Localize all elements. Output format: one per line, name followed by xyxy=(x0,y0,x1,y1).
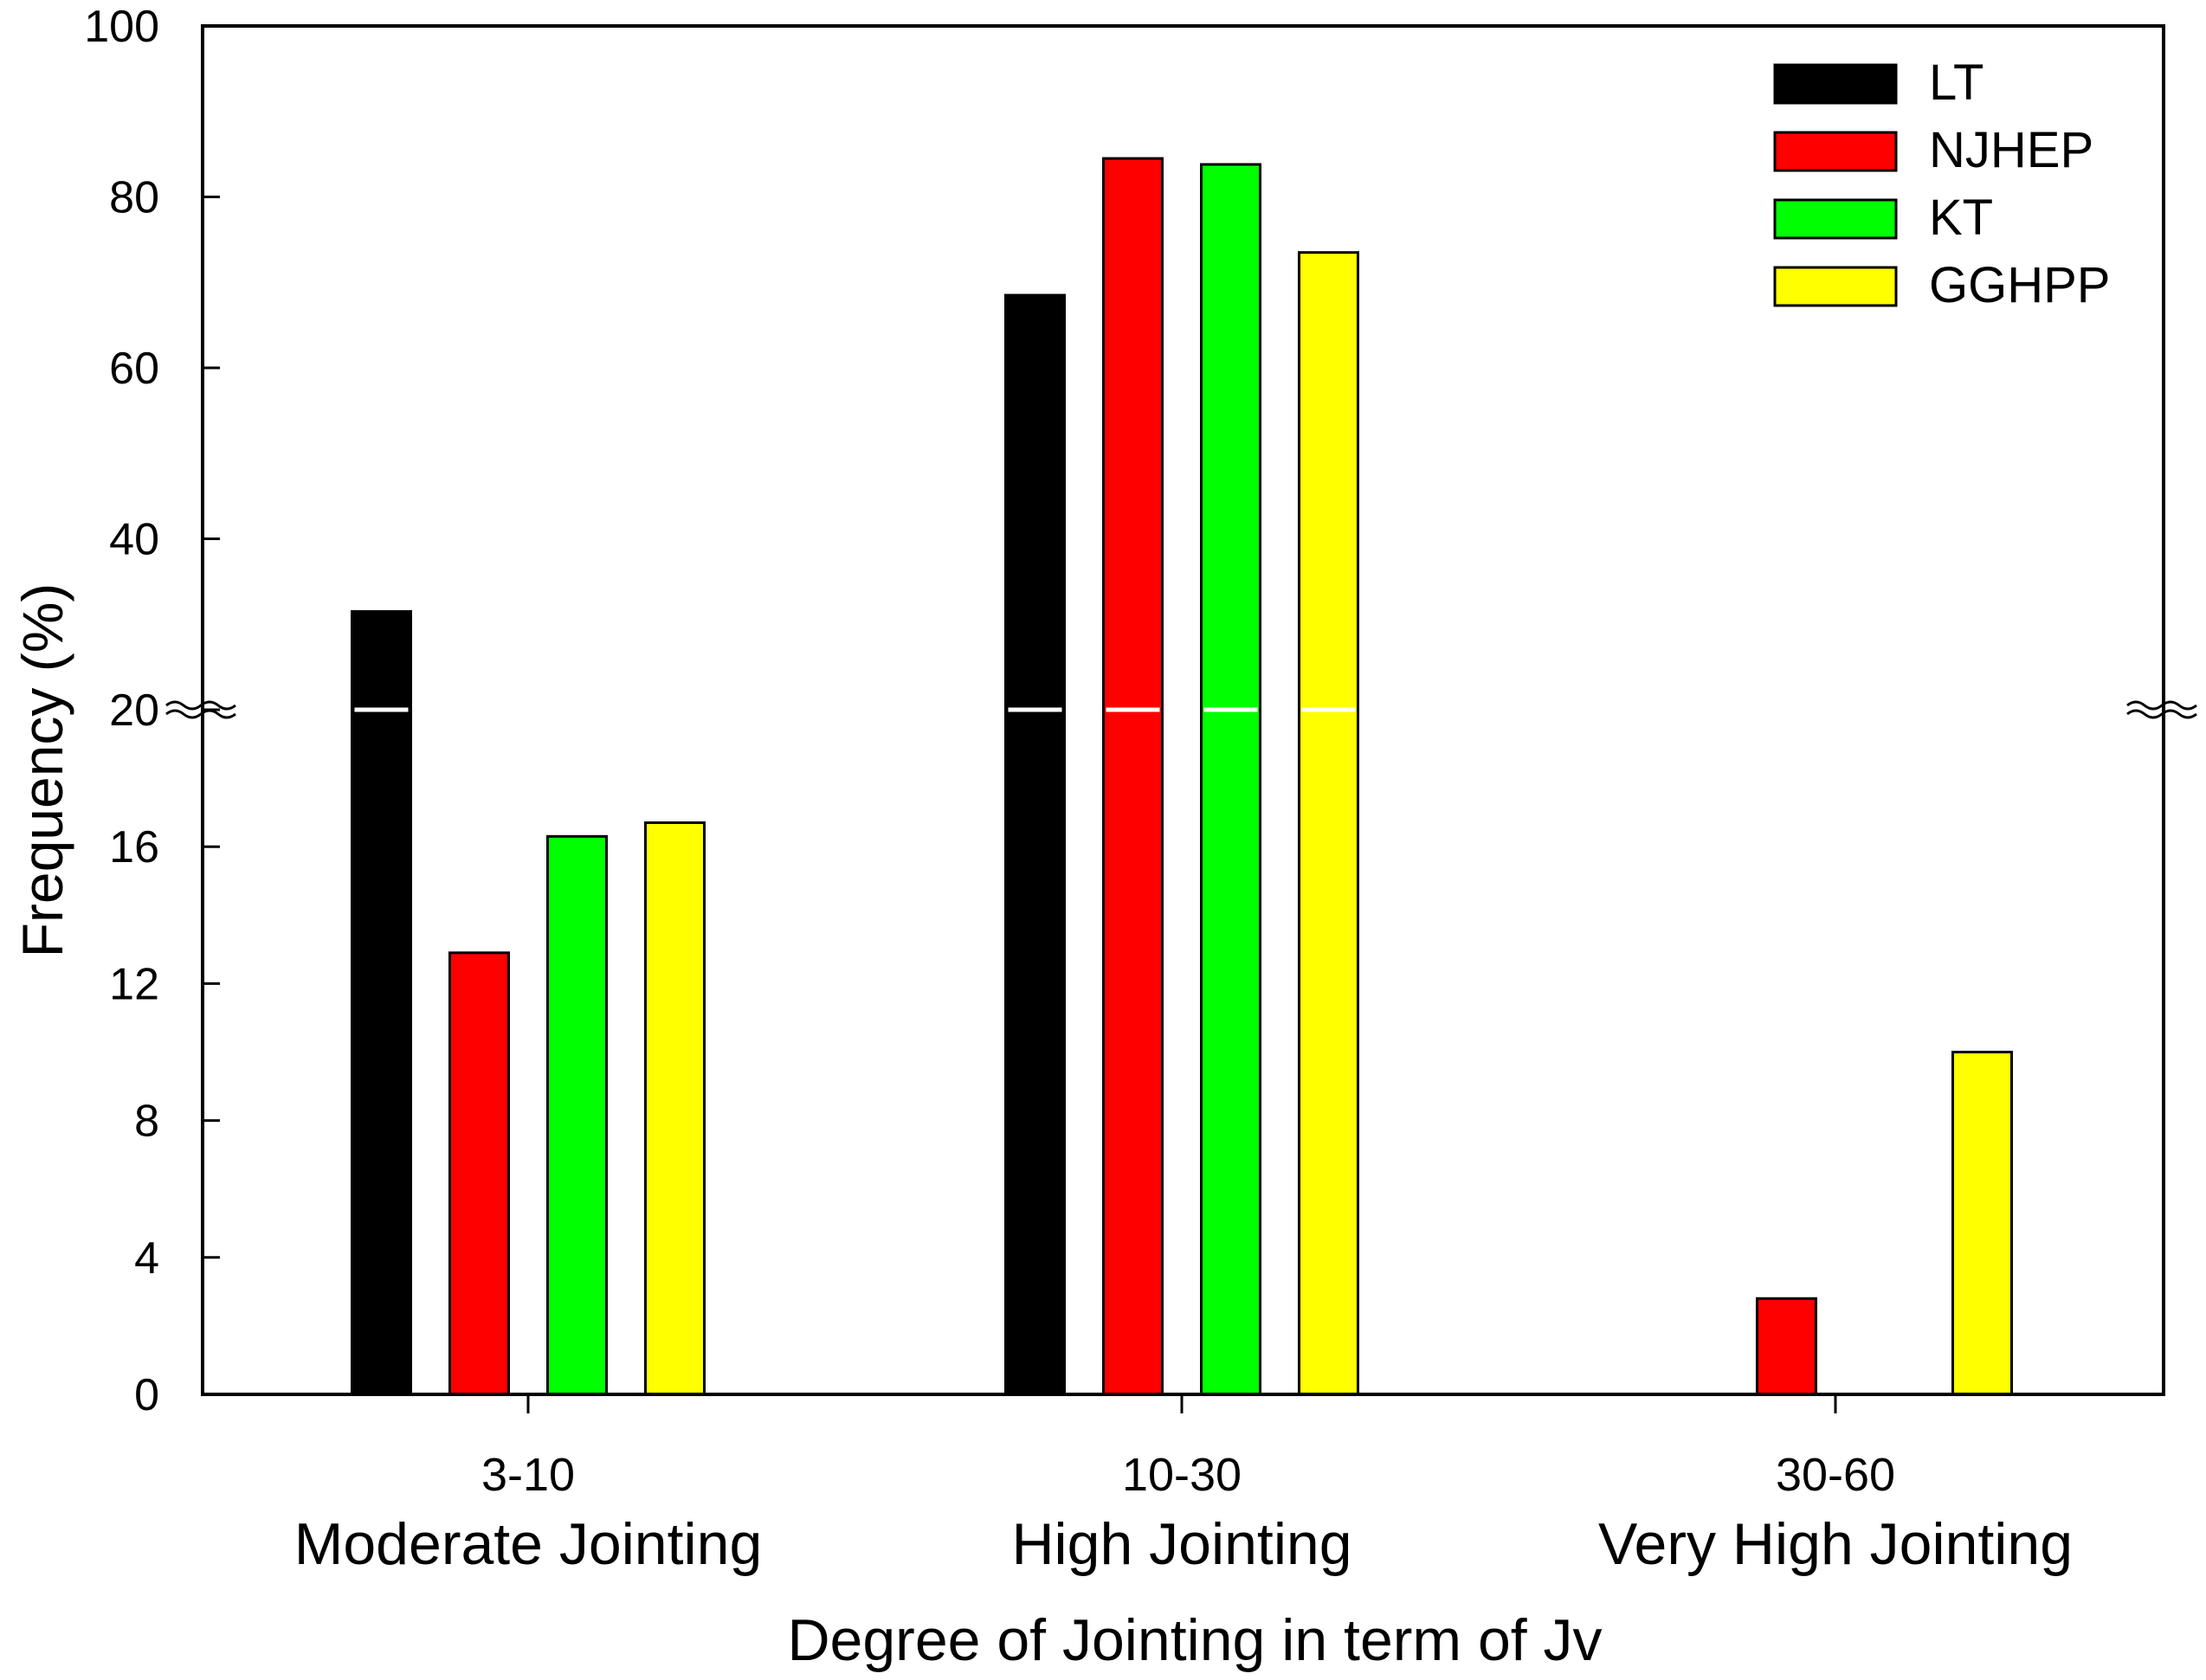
bar-gghpp-10-30 xyxy=(1298,251,1359,1396)
x-tick-label-name: Very High Jointing xyxy=(1598,1511,2073,1577)
y-tick-label: 60 xyxy=(109,344,159,394)
bar-kt-3-10 xyxy=(546,834,608,1396)
bar-njhep-30-60 xyxy=(1756,1297,1817,1396)
legend-label-gghpp: GGHPP xyxy=(1929,257,2111,313)
bar-njhep-3-10 xyxy=(448,951,510,1396)
x-axis: 3-10 Moderate Jointing 10-30 High Jointing 3… xyxy=(294,1394,2073,1577)
y-tick-label: 8 xyxy=(134,1097,159,1147)
y-tick-label: 16 xyxy=(109,822,159,872)
axis-break-marks xyxy=(165,700,2197,719)
y-tick-label: 20 xyxy=(109,686,159,736)
y-tick-label: 40 xyxy=(109,515,159,565)
legend-swatch-njhep xyxy=(1773,131,1898,172)
x-tick-label-name: Moderate Jointing xyxy=(294,1511,763,1577)
legend-label-kt: KT xyxy=(1929,190,1993,246)
bar-kt-10-30 xyxy=(1200,163,1261,1396)
y-tick-label: 12 xyxy=(109,959,159,1009)
bar-gghpp-30-60 xyxy=(1951,1051,2013,1396)
legend-label-njhep: NJHEP xyxy=(1929,122,2093,178)
bar-gghpp-3-10 xyxy=(644,821,706,1396)
bar-lt-3-10 xyxy=(351,609,412,1396)
x-tick-label-range: 30-60 xyxy=(1776,1449,1895,1501)
legend: LT NJHEP KT GGHPP xyxy=(1773,55,2111,313)
legend-swatch-lt xyxy=(1773,63,1898,105)
legend-label-lt: LT xyxy=(1929,55,1983,111)
x-axis-label: Degree of Jointing in term of Jv xyxy=(787,1607,1602,1673)
y-axis: 0 4 8 12 16 20 40 60 80 100 xyxy=(84,2,220,1420)
y-tick-label: 0 xyxy=(134,1370,159,1420)
legend-swatch-gghpp xyxy=(1773,266,1898,307)
bars-group xyxy=(351,157,2013,1396)
x-tick-label-range: 10-30 xyxy=(1122,1449,1242,1501)
y-tick-label: 4 xyxy=(134,1233,159,1284)
legend-swatch-kt xyxy=(1773,198,1898,240)
x-tick-label-range: 3-10 xyxy=(481,1449,575,1501)
bar-njhep-10-30 xyxy=(1102,157,1164,1396)
y-axis-label: Frequency (%) xyxy=(10,583,74,958)
y-tick-label: 80 xyxy=(109,173,159,223)
x-tick-label-name: High Jointing xyxy=(1011,1511,1351,1577)
bar-lt-10-30 xyxy=(1004,293,1066,1396)
y-tick-label: 100 xyxy=(84,2,159,52)
